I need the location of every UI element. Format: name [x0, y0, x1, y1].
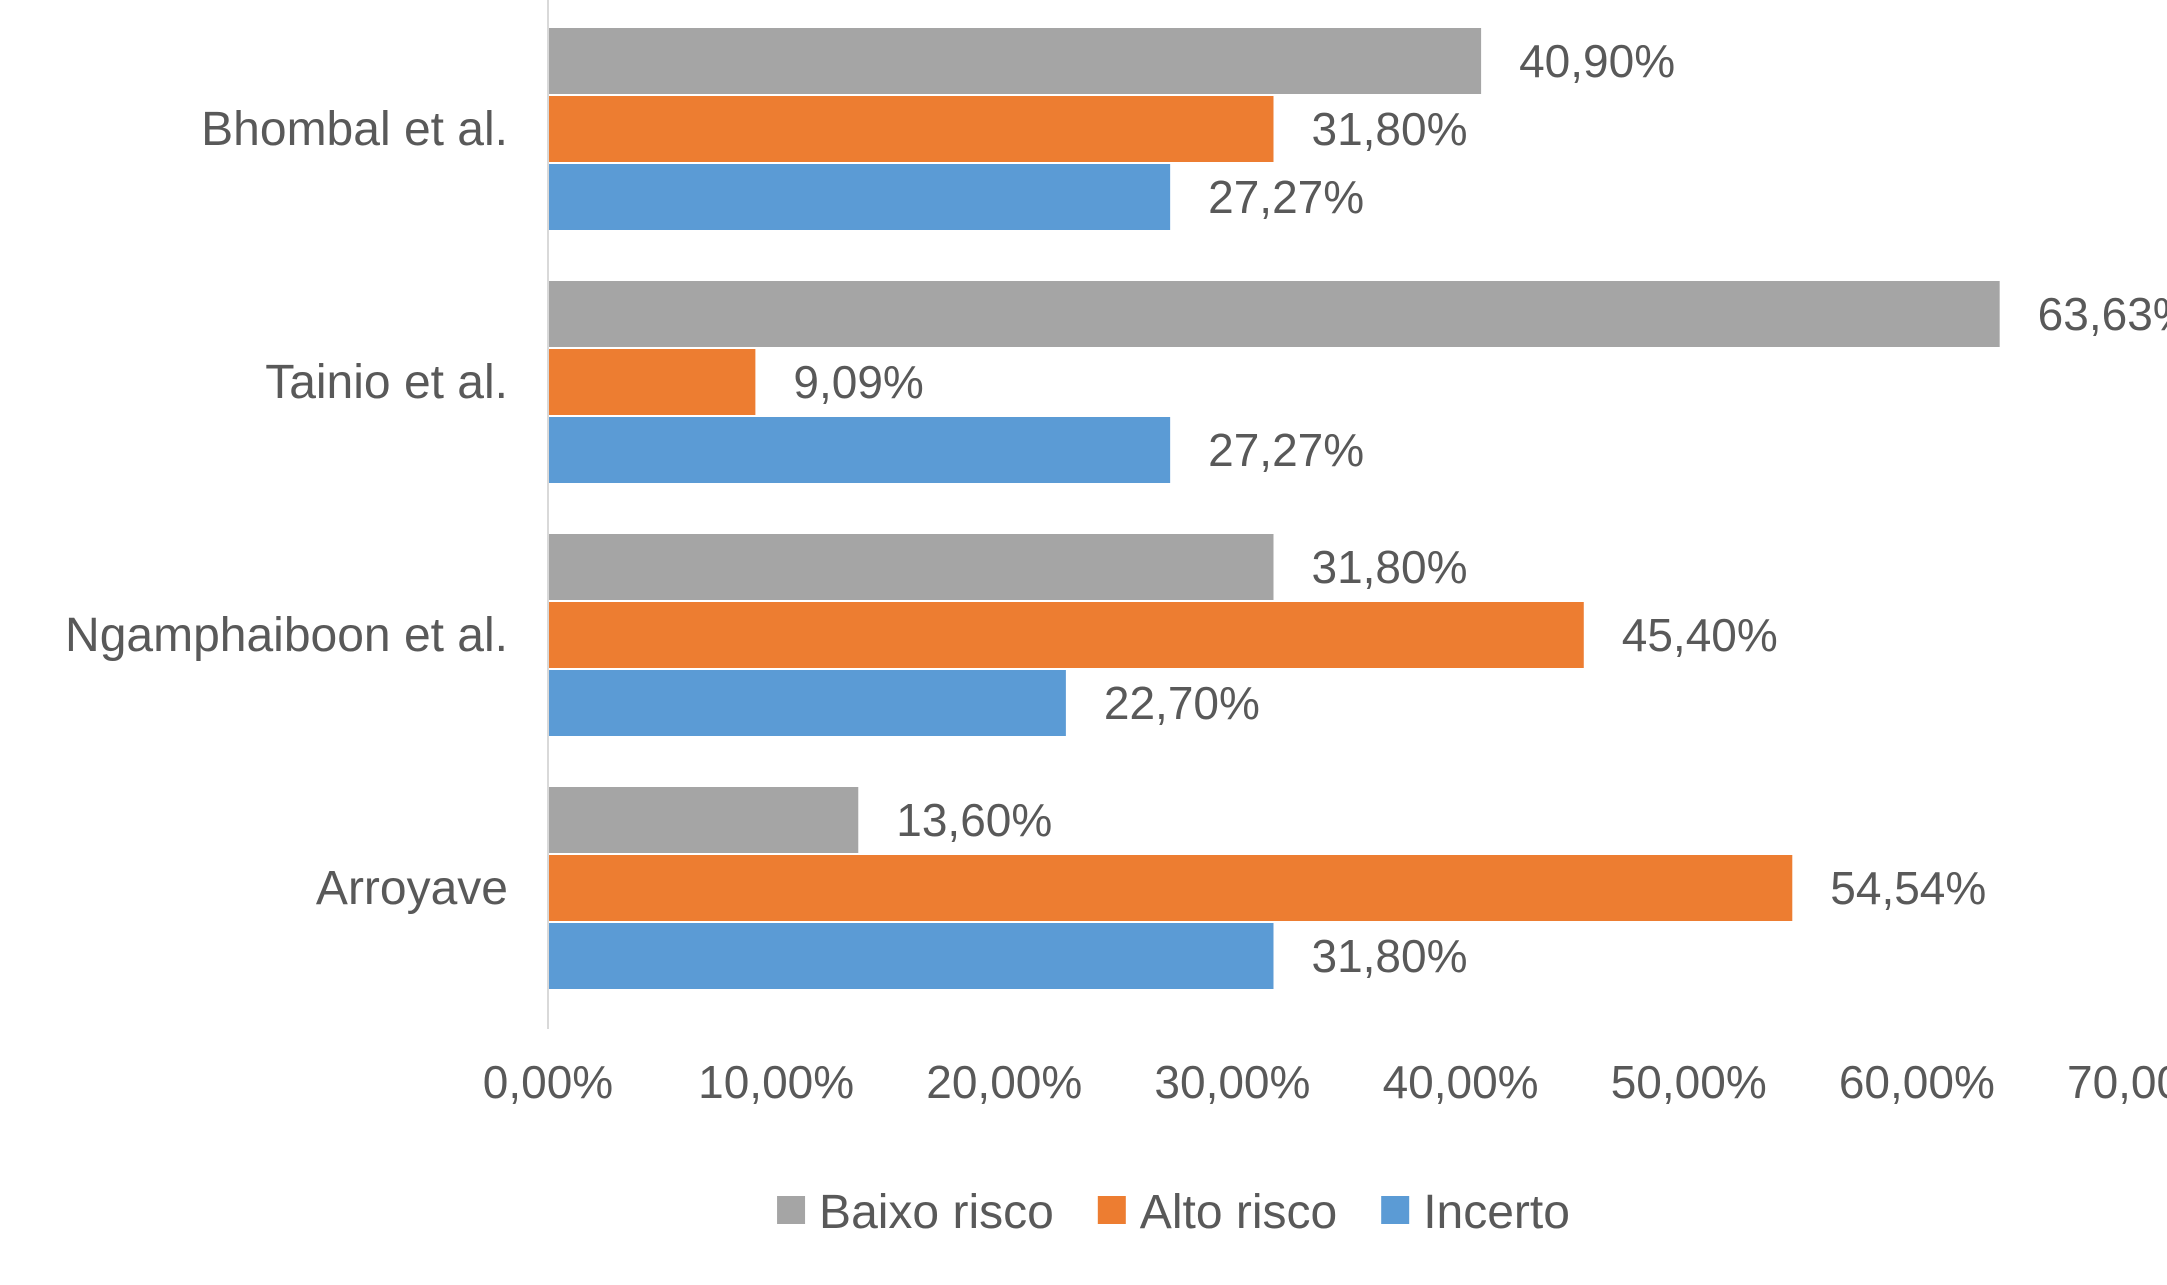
category-label: Arroyave [316, 862, 508, 915]
data-label: 27,27% [1208, 171, 1364, 223]
bar-incerto [548, 417, 1171, 483]
bar-incerto [548, 670, 1066, 736]
legend-label-incerto: Incerto [1423, 1186, 1570, 1239]
data-label: 27,27% [1208, 424, 1364, 476]
legend-swatch-alto-risco [1097, 1196, 1126, 1224]
category-label: Bhombal et al. [201, 103, 508, 156]
category-label: Tainio et al. [265, 356, 508, 409]
bar-baixo-risco [548, 281, 2000, 347]
legend-label-alto-risco: Alto risco [1140, 1186, 1337, 1239]
x-tick-label: 20,00% [926, 1056, 1082, 1108]
bar-baixo-risco [548, 28, 1482, 94]
legend: Baixo risco Alto risco Incerto [777, 1186, 1570, 1239]
category-label: Ngamphaiboon et al. [65, 609, 508, 662]
data-label: 31,80% [1311, 930, 1467, 982]
bar-incerto [548, 923, 1274, 989]
data-label: 63,63% [2038, 288, 2167, 340]
category-labels-layer: Bhombal et al. Tainio et al. Ngamphaiboon … [65, 103, 508, 915]
data-label: 31,80% [1311, 541, 1467, 593]
bar-alto-risco [548, 349, 756, 415]
bar-alto-risco [548, 96, 1274, 162]
data-label: 54,54% [1830, 862, 1986, 914]
data-labels-layer: 40,90% 31,80% 27,27% 63,63% 9,09% 27,27% 31,80… [793, 35, 2167, 982]
bar-baixo-risco [548, 534, 1274, 600]
data-label: 13,60% [896, 794, 1052, 846]
bar-alto-risco [548, 855, 1793, 921]
bar-baixo-risco [548, 787, 859, 853]
x-tick-label: 50,00% [1611, 1056, 1767, 1108]
bars-layer [548, 28, 2000, 989]
x-tick-label: 10,00% [698, 1056, 854, 1108]
bar-alto-risco [548, 602, 1584, 668]
legend-swatch-incerto [1381, 1196, 1410, 1224]
data-label: 40,90% [1519, 35, 1675, 87]
legend-label-baixo-risco: Baixo risco [819, 1186, 1054, 1239]
data-label: 9,09% [793, 356, 923, 408]
legend-swatch-baixo-risco [777, 1196, 806, 1224]
data-label: 31,80% [1311, 103, 1467, 155]
x-tick-label: 30,00% [1154, 1056, 1310, 1108]
x-tick-label: 40,00% [1383, 1056, 1539, 1108]
data-label: 45,40% [1622, 609, 1778, 661]
bar-incerto [548, 164, 1171, 230]
x-tick-label: 0,00% [483, 1056, 613, 1108]
x-tick-labels-layer: 0,00% 10,00% 20,00% 30,00% 40,00% 50,00% 60,00… [483, 1056, 2167, 1108]
x-tick-label: 60,00% [1839, 1056, 1995, 1108]
data-label: 22,70% [1104, 677, 1260, 729]
x-tick-label: 70,00% [2067, 1056, 2167, 1108]
